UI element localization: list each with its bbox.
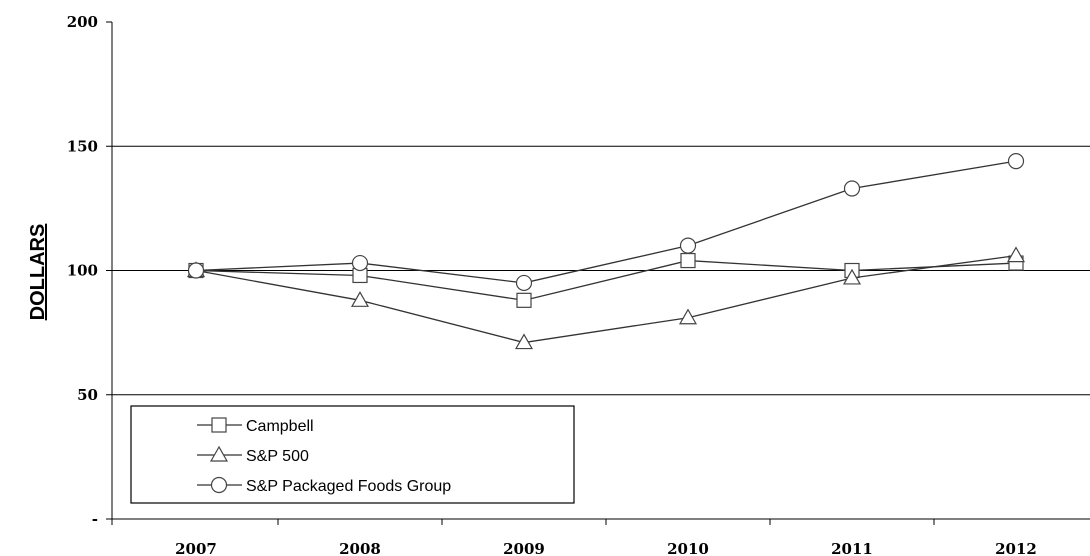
data-point-square bbox=[680, 252, 696, 269]
series-line bbox=[195, 254, 1017, 344]
y-axis-label: DOLLARS bbox=[27, 224, 49, 321]
y-tick-label: 200 bbox=[67, 13, 98, 31]
legend-item: S&P 500 bbox=[197, 445, 309, 465]
x-tick-label: 2012 bbox=[995, 540, 1037, 556]
legend-marker-square bbox=[211, 417, 227, 433]
legend-marker-triangle bbox=[209, 445, 229, 462]
data-point-triangle bbox=[842, 268, 862, 285]
x-ticks: 2007 2008 2009 2010 2011 2012 bbox=[111, 519, 1037, 556]
data-point-triangle bbox=[350, 291, 370, 307]
x-tick-label: 2009 bbox=[503, 540, 545, 556]
data-point-circle bbox=[843, 180, 861, 197]
y-tick-label: - bbox=[92, 510, 98, 528]
x-tick-label: 2008 bbox=[339, 540, 381, 556]
legend-item: Campbell bbox=[197, 417, 314, 435]
data-point-circle bbox=[1007, 153, 1025, 170]
legend-label: Campbell bbox=[246, 418, 314, 435]
x-tick-label: 2010 bbox=[667, 540, 709, 556]
y-tick-label: 50 bbox=[77, 386, 98, 404]
data-point-square bbox=[516, 292, 532, 308]
x-tick-label: 2007 bbox=[175, 540, 217, 556]
legend-marker-circle bbox=[210, 476, 228, 494]
series-0 bbox=[188, 252, 1024, 308]
legend-label: S&P 500 bbox=[246, 448, 309, 465]
data-point-circle bbox=[351, 254, 369, 272]
y-tick-label: 100 bbox=[67, 262, 98, 280]
data-point-triangle bbox=[514, 333, 534, 350]
data-point-circle bbox=[679, 237, 697, 254]
data-point-triangle bbox=[678, 308, 698, 325]
legend: Campbell S&P 500 S&P Packaged Foods Group bbox=[130, 405, 575, 504]
series-line bbox=[195, 259, 1017, 301]
data-point-circle bbox=[187, 262, 205, 279]
y-ticks: 200 150 100 50 - bbox=[67, 13, 112, 528]
series-2 bbox=[187, 153, 1025, 292]
x-tick-label: 2011 bbox=[831, 540, 873, 556]
series-1 bbox=[186, 246, 1026, 350]
data-point-triangle bbox=[1006, 246, 1026, 263]
legend-item: S&P Packaged Foods Group bbox=[197, 476, 451, 495]
series-line bbox=[195, 160, 1017, 284]
y-tick-label: 150 bbox=[67, 137, 98, 155]
series-group bbox=[186, 153, 1026, 350]
legend-label: S&P Packaged Foods Group bbox=[246, 478, 451, 495]
data-point-circle bbox=[515, 274, 533, 292]
gridlines bbox=[112, 145, 1090, 396]
